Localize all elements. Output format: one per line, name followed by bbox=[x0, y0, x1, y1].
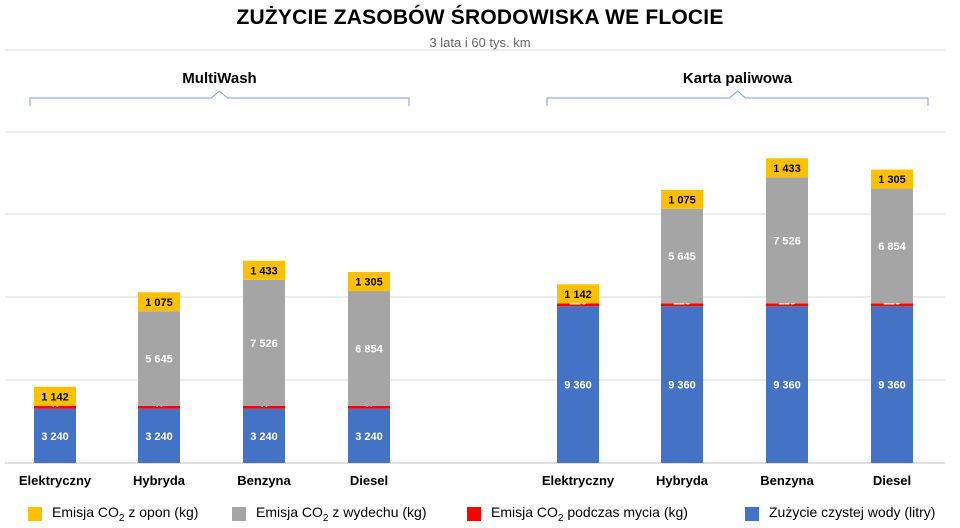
group-bracket-karta-paliwowa bbox=[546, 90, 929, 106]
bar-karta-paliwowa-benzyna-emisja-co2-podczas-mycia-kg bbox=[766, 303, 808, 307]
data-label-karta-paliwowa-elektryczny-zuzycie-czystej-wody-litry: 9 360 bbox=[564, 380, 592, 392]
chart-title: ZUŻYCIE ZASOBÓW ŚRODOWISKA WE FLOCIE bbox=[236, 6, 724, 29]
group-label-karta-paliwowa: Karta paliwowa bbox=[683, 70, 793, 87]
bar-multiwash-hybryda-emisja-co2-z-wydechu-kg bbox=[138, 311, 180, 406]
data-label-multiwash-diesel-zuzycie-czystej-wody-litry: 3 240 bbox=[355, 431, 383, 443]
category-label-multiwash-diesel: Diesel bbox=[350, 473, 388, 488]
bar-multiwash-hybryda-zuzycie-czystej-wody-litry bbox=[138, 408, 180, 463]
data-label-multiwash-benzyna-emisja-co2-z-wydechu-kg: 7 526 bbox=[250, 338, 278, 350]
legend-item-exhaust-emission: Emisja CO2 z wydechu (kg) bbox=[232, 504, 427, 524]
group-label-multiwash: MultiWash bbox=[182, 70, 256, 87]
bar-karta-paliwowa-hybryda-zuzycie-czystej-wody-litry bbox=[661, 306, 703, 463]
data-label-multiwash-diesel-emisja-co2-z-opon-kg: 1 305 bbox=[355, 277, 383, 289]
bar-karta-paliwowa-benzyna-zuzycie-czystej-wody-litry bbox=[766, 306, 808, 463]
bar-multiwash-elektryczny-zuzycie-czystej-wody-litry bbox=[34, 408, 76, 463]
data-label-karta-paliwowa-diesel-emisja-co2-z-wydechu-kg: 6 854 bbox=[878, 241, 906, 253]
category-label-multiwash-benzyna: Benzyna bbox=[237, 473, 291, 488]
data-label-karta-paliwowa-benzyna-emisja-co2-z-wydechu-kg: 7 526 bbox=[773, 235, 801, 247]
bar-karta-paliwowa-benzyna-emisja-co2-z-opon-kg bbox=[766, 158, 808, 178]
data-label-karta-paliwowa-benzyna-zuzycie-czystej-wody-litry: 9 360 bbox=[773, 380, 801, 392]
bar-karta-paliwowa-elektryczny-emisja-co2-z-opon-kg bbox=[557, 284, 599, 304]
bar-multiwash-diesel-emisja-co2-z-opon-kg bbox=[348, 272, 390, 292]
bar-multiwash-diesel-zuzycie-czystej-wody-litry bbox=[348, 408, 390, 463]
bar-karta-paliwowa-diesel-emisja-co2-podczas-mycia-kg bbox=[871, 303, 913, 307]
bar-multiwash-diesel-emisja-co2-z-wydechu-kg bbox=[348, 291, 390, 406]
chart-subtitle: 3 lata i 60 tys. km bbox=[429, 35, 531, 50]
legend-item-water-usage: Zużycie czystej wody (litry) bbox=[745, 504, 935, 524]
bar-karta-paliwowa-diesel-zuzycie-czystej-wody-litry bbox=[871, 306, 913, 463]
category-label-karta-paliwowa-elektryczny: Elektryczny bbox=[542, 473, 615, 488]
data-label-karta-paliwowa-hybryda-emisja-co2-z-wydechu-kg: 5 645 bbox=[668, 251, 696, 263]
bar-karta-paliwowa-benzyna-emisja-co2-z-wydechu-kg bbox=[766, 177, 808, 304]
data-label-multiwash-benzyna-zuzycie-czystej-wody-litry: 3 240 bbox=[250, 431, 278, 443]
data-label-karta-paliwowa-hybryda-emisja-co2-z-opon-kg: 1 075 bbox=[668, 194, 696, 206]
data-label-karta-paliwowa-diesel-emisja-co2-z-opon-kg: 1 305 bbox=[878, 174, 906, 186]
bar-karta-paliwowa-hybryda-emisja-co2-z-opon-kg bbox=[661, 189, 703, 209]
legend-label-wash-emission: Emisja CO2 podczas mycia (kg) bbox=[491, 504, 688, 524]
data-label-karta-paliwowa-elektryczny-emisja-co2-z-opon-kg: 1 142 bbox=[564, 289, 592, 301]
category-label-karta-paliwowa-benzyna: Benzyna bbox=[760, 473, 814, 488]
bar-multiwash-benzyna-emisja-co2-z-wydechu-kg bbox=[243, 279, 285, 406]
category-label-karta-paliwowa-hybryda: Hybryda bbox=[656, 473, 709, 488]
legend-item-wash-emission: Emisja CO2 podczas mycia (kg) bbox=[467, 504, 688, 524]
bar-karta-paliwowa-elektryczny-zuzycie-czystej-wody-litry bbox=[557, 306, 599, 463]
data-label-multiwash-elektryczny-emisja-co2-z-opon-kg: 1 142 bbox=[41, 391, 69, 403]
legend-label-water-usage: Zużycie czystej wody (litry) bbox=[769, 504, 936, 520]
bar-multiwash-diesel-emisja-co2-podczas-mycia-kg bbox=[348, 405, 390, 409]
data-label-karta-paliwowa-diesel-zuzycie-czystej-wody-litry: 9 360 bbox=[878, 380, 906, 392]
legend-swatch-water-usage bbox=[745, 506, 759, 521]
legend-label-exhaust-emission: Emisja CO2 z wydechu (kg) bbox=[256, 504, 427, 524]
group-bracket-multiwash bbox=[29, 90, 410, 106]
data-label-karta-paliwowa-benzyna-emisja-co2-z-opon-kg: 1 433 bbox=[773, 163, 801, 175]
chart-legend: Emisja CO2 z opon (kg) Emisja CO2 z wyde… bbox=[0, 500, 960, 528]
bar-karta-paliwowa-hybryda-emisja-co2-podczas-mycia-kg bbox=[661, 303, 703, 307]
legend-swatch-wash-emission bbox=[467, 506, 481, 521]
data-label-multiwash-diesel-emisja-co2-z-wydechu-kg: 6 854 bbox=[355, 343, 383, 355]
bar-karta-paliwowa-hybryda-emisja-co2-z-wydechu-kg bbox=[661, 208, 703, 304]
bar-multiwash-benzyna-zuzycie-czystej-wody-litry bbox=[243, 408, 285, 463]
data-label-karta-paliwowa-hybryda-zuzycie-czystej-wody-litry: 9 360 bbox=[668, 380, 696, 392]
bar-multiwash-hybryda-emisja-co2-z-opon-kg bbox=[138, 292, 180, 312]
category-label-karta-paliwowa-diesel: Diesel bbox=[873, 473, 911, 488]
legend-swatch-exhaust-emission bbox=[232, 506, 246, 521]
legend-item-tire-emission: Emisja CO2 z opon (kg) bbox=[28, 504, 198, 524]
data-label-multiwash-elektryczny-zuzycie-czystej-wody-litry: 3 240 bbox=[41, 431, 69, 443]
legend-swatch-tire-emission bbox=[28, 506, 42, 521]
data-label-multiwash-benzyna-emisja-co2-z-opon-kg: 1 433 bbox=[250, 265, 278, 277]
data-label-multiwash-hybryda-emisja-co2-z-opon-kg: 1 075 bbox=[145, 297, 173, 309]
category-label-multiwash-elektryczny: Elektryczny bbox=[19, 473, 92, 488]
bar-multiwash-benzyna-emisja-co2-z-opon-kg bbox=[243, 260, 285, 280]
bar-multiwash-elektryczny-emisja-co2-z-opon-kg bbox=[34, 386, 76, 406]
legend-label-tire-emission: Emisja CO2 z opon (kg) bbox=[52, 504, 199, 524]
bar-multiwash-benzyna-emisja-co2-podczas-mycia-kg bbox=[243, 405, 285, 409]
bar-karta-paliwowa-elektryczny-emisja-co2-podczas-mycia-kg bbox=[557, 303, 599, 307]
bar-multiwash-elektryczny-emisja-co2-podczas-mycia-kg bbox=[34, 405, 76, 409]
data-label-multiwash-hybryda-emisja-co2-z-wydechu-kg: 5 645 bbox=[145, 354, 173, 366]
bar-karta-paliwowa-diesel-emisja-co2-z-opon-kg bbox=[871, 169, 913, 189]
bar-karta-paliwowa-diesel-emisja-co2-z-wydechu-kg bbox=[871, 188, 913, 304]
data-label-multiwash-hybryda-zuzycie-czystej-wody-litry: 3 240 bbox=[145, 431, 173, 443]
category-label-multiwash-hybryda: Hybryda bbox=[133, 473, 186, 488]
bar-multiwash-hybryda-emisja-co2-podczas-mycia-kg bbox=[138, 405, 180, 409]
